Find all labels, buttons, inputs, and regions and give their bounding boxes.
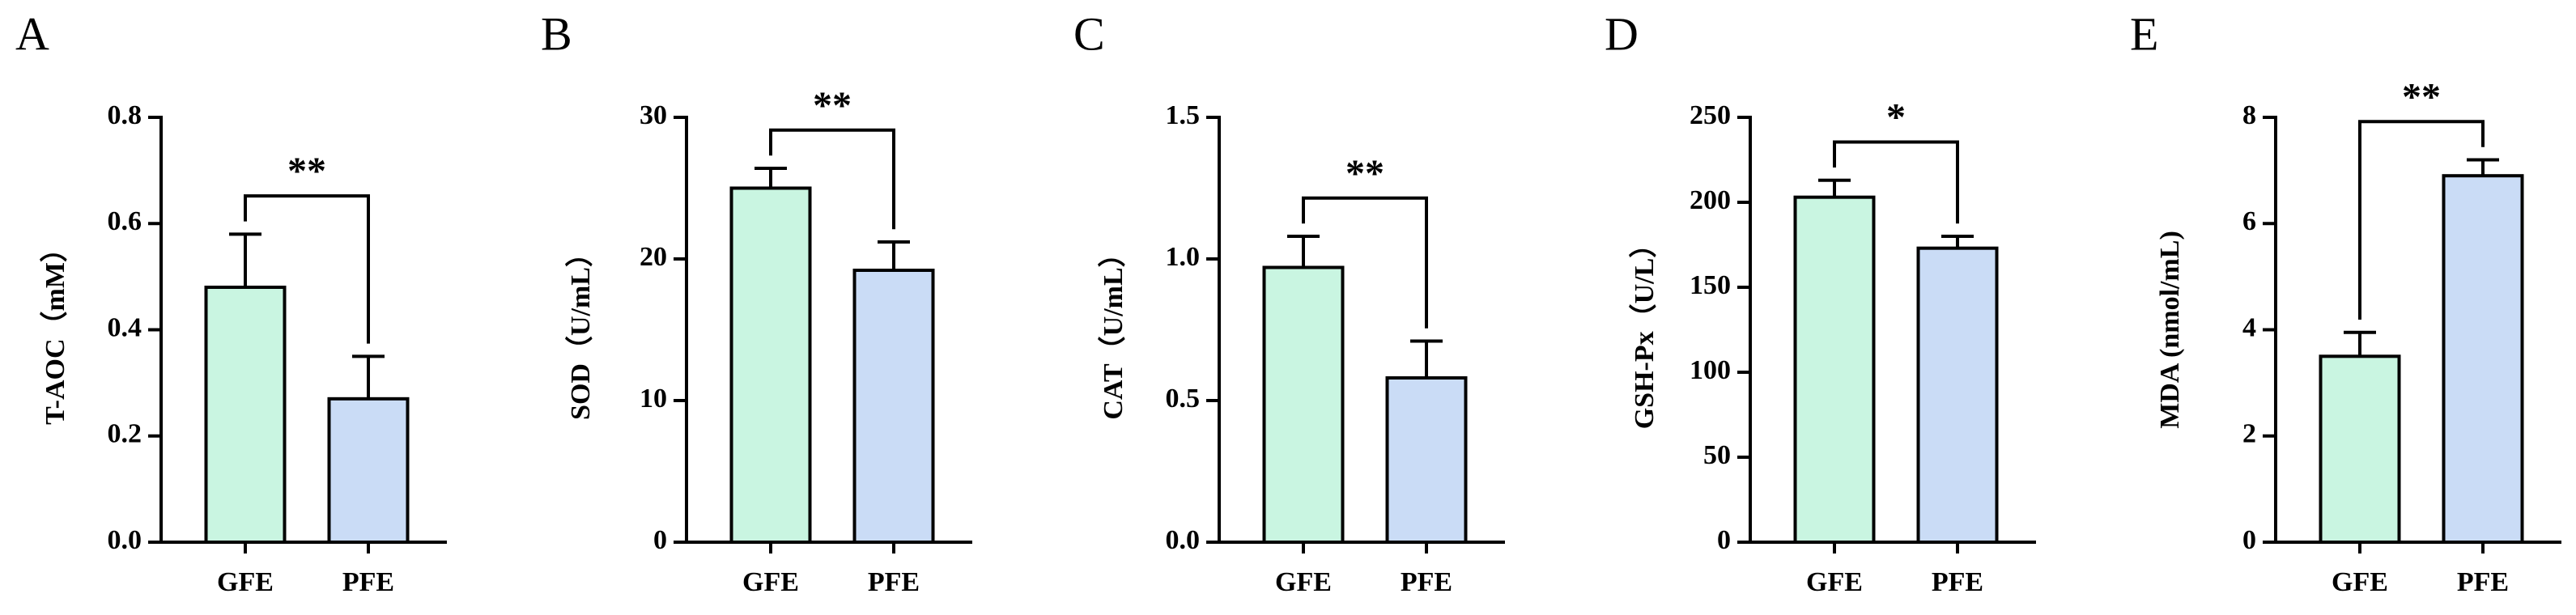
- y-tick-label: 150: [1690, 270, 1731, 300]
- y-axis-label: SOD（U/mL）: [564, 240, 596, 420]
- x-tick-label: GFE: [217, 567, 274, 597]
- y-axis-label: T-AOC（mM）: [39, 235, 70, 425]
- y-axis-label: MDA (nmol/mL): [2155, 231, 2185, 429]
- x-tick-label: PFE: [868, 567, 920, 597]
- y-tick-label: 0.5: [1166, 384, 1201, 414]
- panel-label: E: [2130, 7, 2158, 60]
- bar: [2319, 354, 2401, 544]
- y-tick-label: 0.2: [108, 419, 142, 449]
- x-tick-label: PFE: [1401, 567, 1452, 597]
- y-tick-label: 0: [2242, 525, 2256, 555]
- y-tick-label: 6: [2242, 206, 2256, 236]
- y-tick-label: 250: [1690, 100, 1731, 130]
- bar: [327, 397, 410, 544]
- x-tick-label: PFE: [1932, 567, 1983, 597]
- x-tick-label: GFE: [2332, 567, 2388, 597]
- bar: [1916, 246, 1999, 544]
- panel-label: A: [15, 7, 49, 60]
- y-tick-label: 20: [640, 242, 667, 272]
- significance-label: **: [813, 84, 852, 127]
- y-tick-label: 2: [2242, 419, 2256, 449]
- x-tick-label: GFE: [1806, 567, 1863, 597]
- bar: [1793, 195, 1876, 544]
- y-tick-label: 0: [653, 525, 667, 555]
- significance-bracket: [1302, 196, 1428, 329]
- significance-label: **: [2402, 75, 2441, 118]
- bar: [204, 286, 287, 544]
- y-tick-label: 0.0: [108, 525, 142, 555]
- significance-label: **: [1345, 152, 1384, 195]
- bar: [1262, 265, 1345, 544]
- significance-bracket: [2358, 120, 2485, 320]
- x-tick-label: GFE: [742, 567, 799, 597]
- significance-label: **: [287, 150, 326, 193]
- panel-label: C: [1073, 7, 1105, 60]
- panel-label: D: [1605, 7, 1639, 60]
- significance-bracket: [244, 194, 370, 344]
- panel-label: B: [541, 7, 572, 60]
- significance-label: *: [1886, 95, 1906, 138]
- y-tick-label: 30: [640, 100, 667, 130]
- bar: [852, 269, 935, 544]
- significance-bracket: [1833, 140, 1959, 224]
- y-tick-label: 10: [640, 384, 667, 414]
- bar: [2442, 174, 2524, 544]
- y-tick-label: 1.0: [1166, 242, 1201, 272]
- y-axis-label: CAT（U/mL）: [1097, 240, 1129, 419]
- y-tick-label: 0.4: [108, 312, 142, 342]
- y-tick-label: 0.8: [108, 100, 142, 130]
- y-tick-label: 0.0: [1166, 525, 1201, 555]
- y-tick-label: 0.6: [108, 206, 142, 236]
- bar: [1385, 376, 1468, 544]
- y-tick-label: 0: [1717, 525, 1731, 555]
- x-tick-label: PFE: [342, 567, 394, 597]
- y-axis-label: GSH-Px（U/L）: [1628, 231, 1660, 430]
- y-tick-label: 100: [1690, 355, 1731, 385]
- x-tick-label: GFE: [1275, 567, 1332, 597]
- significance-bracket: [769, 128, 895, 230]
- y-tick-label: 4: [2242, 312, 2256, 342]
- y-tick-label: 200: [1690, 185, 1731, 215]
- bar: [729, 186, 812, 544]
- y-tick-label: 8: [2242, 100, 2256, 130]
- x-tick-label: PFE: [2457, 567, 2509, 597]
- y-tick-label: 50: [1703, 440, 1731, 470]
- y-tick-label: 1.5: [1166, 100, 1201, 130]
